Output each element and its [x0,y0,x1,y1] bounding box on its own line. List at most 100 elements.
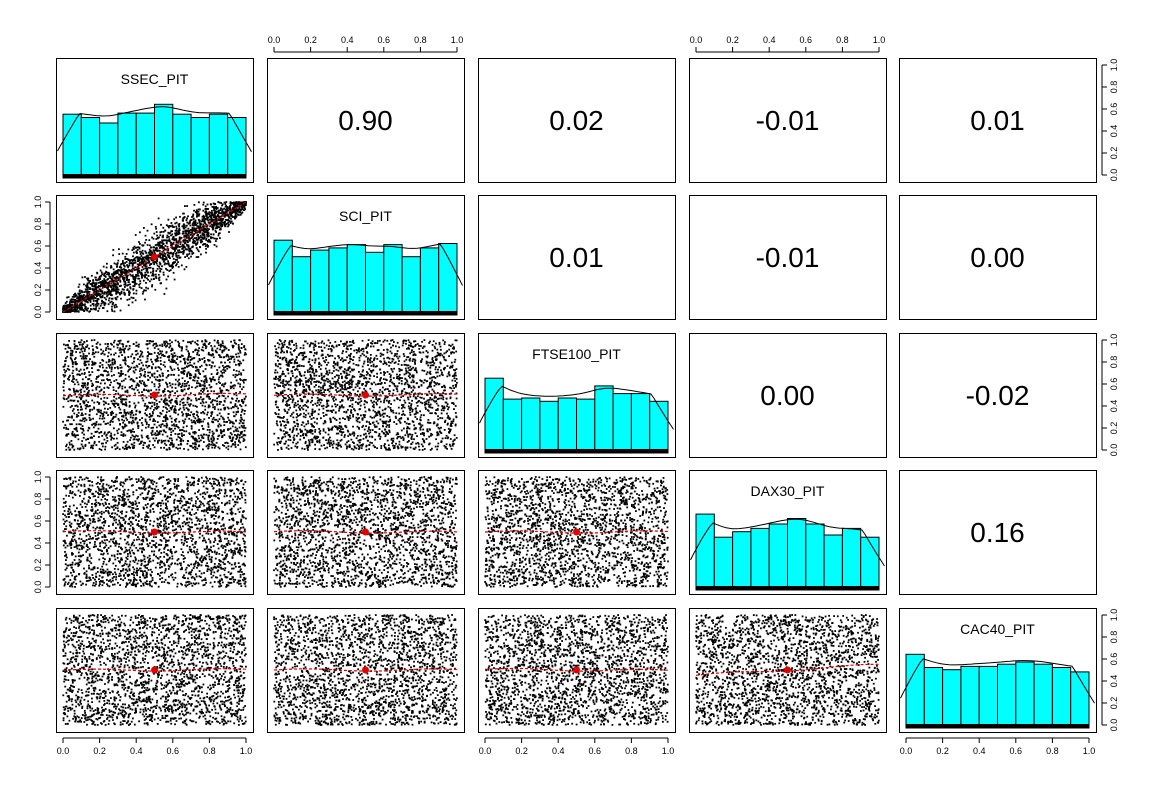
scatter-point [146,343,148,346]
hist-bar-SCI_PIT-5 [365,251,385,316]
scatter-point [216,397,218,400]
scatter-point [100,397,102,400]
scatter-point [220,202,222,204]
scatter-point [148,239,151,242]
scatter-point [230,214,233,217]
scatter-point [311,359,314,362]
scatter-point [156,376,159,378]
scatter-point [86,292,89,295]
scatter-point [137,383,140,386]
scatter-point [184,256,186,258]
scatter-point [145,361,148,363]
scatter-point [128,405,131,408]
scatter-point [86,344,89,347]
scatter-point [310,365,313,367]
scatter-point [169,339,171,342]
scatter-point [77,297,80,300]
scatter-point [124,286,126,288]
scatter-point [183,212,185,215]
scatter-point [166,245,169,248]
scatter-point [238,355,241,358]
scatter-point [416,435,418,437]
scatter-point [142,258,145,260]
scatter-point [174,250,176,252]
scatter-point [97,298,100,301]
scatter-point [152,261,155,264]
scatter-point [296,395,299,397]
scatter-point [244,404,247,407]
scatter-point [189,374,191,377]
scatter-point [227,448,230,451]
scatter-point [207,245,209,247]
scatter-point [228,216,231,219]
scatter-point [192,379,194,382]
scatter-point [93,282,96,284]
scatter-point [117,279,120,282]
scatter-point [96,304,99,307]
scatter-point [63,368,66,371]
scatter-point [366,430,369,432]
scatter-point [180,443,182,446]
scatter-point [76,345,79,348]
scatter-point [69,299,72,302]
scatter-point [273,432,276,435]
scatter-point [160,441,163,444]
scatter-point [132,419,134,422]
scatter-point [99,278,102,280]
scatter-point [63,365,66,368]
scatter-point [145,286,147,289]
scatter-point [206,411,209,414]
scatter-point [120,372,122,375]
scatter-point [74,295,77,298]
scatter-point [138,370,141,372]
scatter-point [131,434,134,437]
scatter-point [87,301,89,304]
scatter-point [210,415,212,417]
scatter-point [153,249,156,252]
scatter-point [171,406,173,409]
scatter-point [224,225,227,228]
scatter-point [174,420,177,423]
scatter-point [187,409,190,412]
scatter-point [177,433,179,436]
scatter-point [79,355,82,357]
scatter-point [86,393,88,395]
scatter-point [119,285,121,287]
scatter-point [105,286,108,289]
scatter-point [353,375,356,378]
scatter-point [180,371,183,373]
scatter-point [181,243,184,246]
scatter-point [361,339,364,342]
scatter-point [76,308,79,310]
scatter-point [150,396,152,399]
scatter-point [91,345,94,347]
scatter-point [194,386,197,389]
scatter-point [103,302,106,305]
scatter-point [220,212,223,214]
scatter-point [74,357,77,359]
scatter-point [89,419,91,421]
scatter-point [171,390,174,393]
scatter-point [169,428,172,431]
scatter-point [227,413,230,415]
scatter-point [201,232,204,235]
scatter-point [87,386,89,389]
scatter-point [192,404,195,407]
scatter-point [182,406,185,409]
scatter-point [85,438,87,441]
scatter-point [136,389,139,392]
scatter-point [136,352,139,355]
scatter-point [83,433,85,436]
scatter-point [364,389,367,392]
scatter-point [218,418,221,420]
scatter-point [443,444,446,447]
scatter-point [195,256,198,258]
scatter-point [375,420,378,423]
scatter-point [83,350,86,352]
scatter-point [168,252,171,255]
scatter-point [229,427,232,430]
scatter-point [121,418,123,421]
scatter-point [161,265,163,268]
scatter-point [429,406,432,409]
scatter-point [160,423,163,426]
